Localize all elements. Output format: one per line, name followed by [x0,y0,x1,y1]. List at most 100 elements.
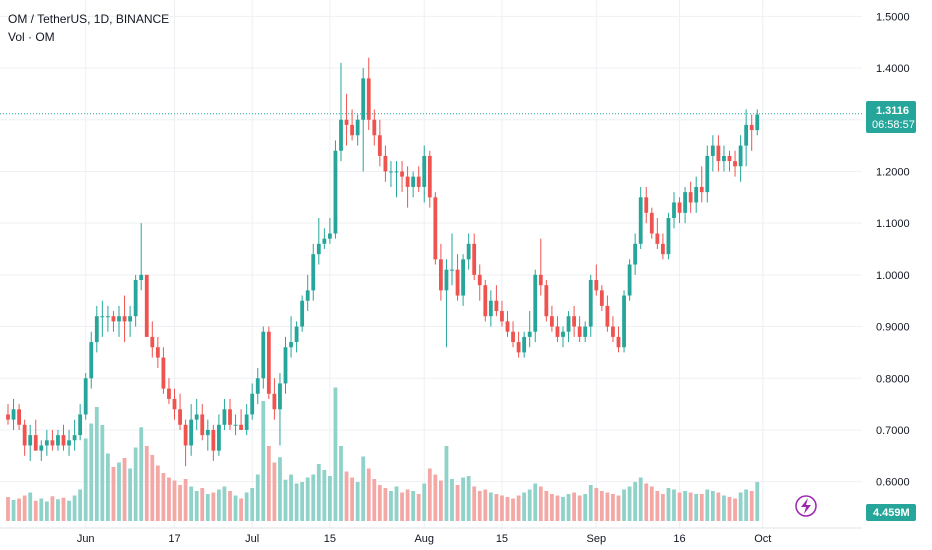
price-axis[interactable]: 0.6000 0.7000 0.8000 0.9000 1.0000 1.1000 1.20… [876,11,910,488]
candle [599,285,604,312]
candle [611,316,615,343]
candle-body [749,124,754,131]
candle [405,166,410,208]
volume-bar [505,497,510,521]
volume-bar [117,462,121,521]
volume-bar [655,491,660,521]
volume-bar [39,498,44,521]
candle-body [722,155,726,162]
candle-body [572,316,576,327]
candle-body [716,145,721,162]
volume-bar [89,423,94,521]
candle-body [244,414,249,430]
volume-bar [377,485,382,521]
candle-body [161,357,166,389]
candle [56,429,60,451]
candle [222,398,227,430]
volume-bar [50,496,55,521]
volume-bar [455,485,460,521]
candle [261,326,266,389]
candle [427,150,432,208]
candle [33,419,38,451]
candle [100,300,105,337]
candle-body [67,440,71,446]
candle-body [450,269,454,271]
candle [94,305,99,353]
volume-bar [422,483,427,521]
candle-body [705,155,710,193]
volume-bar [511,498,515,521]
price-tick-label: 0.7000 [876,425,910,437]
candle-body [661,243,665,255]
candle-body [461,259,465,296]
candle [44,429,49,456]
volume-bar [183,479,188,521]
current-price-label: 1.3116 06:58:57 [866,101,916,133]
candle-body [666,217,671,255]
candle-body [522,336,527,353]
time-axis[interactable]: Jun 17 Jul 15 Aug 15 Sep 16 Oct [77,533,772,545]
volume-bar [466,476,471,521]
volume-bar [550,494,554,521]
volume-bar [61,497,66,521]
candle [533,269,538,343]
candle [228,398,232,430]
volume-bar [688,492,693,521]
candle-body [588,280,593,327]
volume-bar [72,495,77,521]
candle [217,414,221,456]
volume-bar [633,482,638,521]
volume-bar [738,492,743,521]
candle-body [533,274,538,332]
candle-body [433,197,438,260]
candle-body [111,316,116,322]
volume-bar [294,483,299,521]
volume-bar [22,495,27,521]
candle [672,192,676,229]
candle [627,259,632,301]
candle [211,424,216,461]
candle [461,254,465,306]
candle [688,181,693,213]
candle-body [322,238,327,244]
volume-bar [205,494,210,521]
volume-bar [111,467,116,521]
grid-lines [0,0,862,528]
candle-body [139,274,144,281]
candle-body [205,429,210,436]
candle-body [33,435,38,451]
candle [550,305,554,332]
candle-body [594,280,599,291]
candle-body [455,269,460,296]
candle-body [544,285,549,317]
symbol-title[interactable]: OM / TetherUS, 1D, BINANCE [8,12,170,26]
candle-body [189,419,194,446]
volume-indicator-label[interactable]: Vol · OM [8,30,55,44]
candle [755,109,760,136]
candle-body [311,254,316,291]
candle [538,238,543,296]
volume-bar [439,480,443,521]
candle [366,57,371,131]
volume-bar [233,495,238,521]
current-price-value: 1.3116 [876,105,909,117]
candle [50,429,55,451]
volume-bar [638,477,643,521]
candle-body [389,171,393,173]
candle [594,264,599,296]
volume-bar [627,486,632,521]
bolt-icon[interactable] [795,495,817,517]
candle-body [183,424,188,446]
volume-bar [716,492,721,521]
volume-bar [588,485,593,521]
candle [744,109,749,167]
candle-body [255,378,260,394]
time-tick-label: Oct [754,533,771,545]
volume-bar [106,453,110,521]
volume-bar [144,446,149,521]
candle [488,290,493,327]
volume-bar [266,446,271,521]
volume-bar [28,492,33,521]
